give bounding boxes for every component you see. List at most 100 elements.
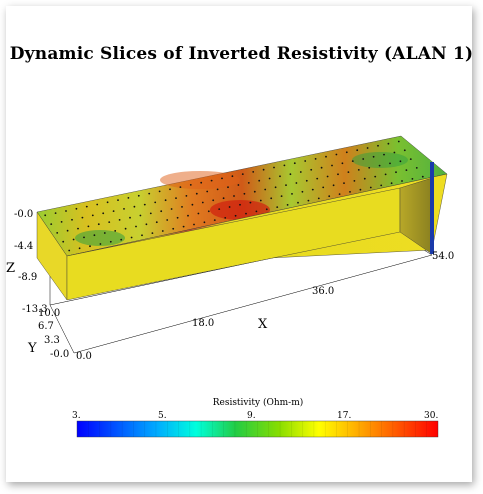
electrode-dot — [356, 149, 359, 152]
electrode-dot — [166, 219, 169, 221]
electrode-dot — [337, 173, 339, 176]
electrode-dot — [233, 195, 235, 197]
electrode-dot — [241, 173, 244, 176]
electrode-dot — [273, 166, 275, 169]
electrode-dot — [328, 195, 331, 198]
electrode-dot — [289, 173, 292, 176]
electrode-dot — [127, 197, 130, 199]
electrode-dot — [179, 186, 182, 189]
electrode-dot — [387, 142, 390, 145]
colorbar-tick: 30. — [424, 411, 438, 421]
electrode-dot — [301, 190, 304, 193]
electrode-dot — [368, 166, 371, 169]
electrode-dot — [200, 181, 203, 184]
electrode-dot — [262, 168, 265, 171]
electrode-dot — [222, 197, 225, 200]
electrode-dot — [239, 203, 241, 206]
electrode-dot — [139, 214, 142, 217]
electrode-dot — [206, 190, 209, 193]
electrode-dot — [307, 199, 310, 202]
electrode-dot — [343, 182, 345, 185]
electrode-dot — [268, 177, 271, 180]
electrode-dot — [187, 214, 189, 217]
electrode-dot — [253, 190, 256, 193]
electrode-dot — [390, 182, 393, 185]
electrode-dot — [72, 238, 75, 241]
electrode-dot — [252, 171, 255, 173]
electrode-dot — [231, 175, 234, 178]
electrode-dot — [377, 144, 379, 147]
electrode-dot — [106, 201, 109, 204]
y-tick: 6.7 — [38, 321, 54, 332]
electrode-dot — [109, 240, 112, 243]
electrode-dot — [366, 147, 369, 149]
electrode-dot — [130, 236, 133, 239]
electrode-dot — [164, 199, 167, 202]
z-tick: -8.9 — [18, 272, 37, 283]
electrode-dot — [369, 186, 372, 189]
electrode-dot — [176, 216, 179, 219]
electrode-dot — [71, 218, 73, 221]
electrode-dot — [117, 199, 119, 202]
electrode-dot — [141, 234, 143, 237]
electrode-dot-grid — [44, 140, 424, 252]
electrode-dot — [133, 205, 136, 208]
electrode-dot — [112, 210, 115, 213]
electrode-dot — [145, 223, 148, 226]
electrode-dot — [89, 245, 91, 248]
electrode-dot — [353, 180, 356, 182]
electrode-dot — [411, 178, 414, 180]
electrode-dot — [103, 232, 106, 234]
electrode-dot — [124, 227, 127, 230]
electrode-dot — [280, 195, 283, 198]
electrode-dot — [207, 210, 210, 213]
electrode-dot — [108, 221, 111, 224]
electrode-dot — [331, 164, 333, 167]
electrode-dot — [169, 188, 171, 191]
top-hotspot-2 — [160, 171, 240, 189]
electrode-dot — [224, 217, 227, 219]
electrode-dot — [160, 210, 163, 213]
electrode-dot — [161, 230, 164, 232]
electrode-dot — [380, 184, 383, 187]
x-tick: 18.0 — [192, 318, 214, 329]
electrode-dot — [44, 214, 47, 217]
chart-title: Dynamic Slices of Inverted Resistivity (… — [9, 44, 474, 64]
electrode-dot — [149, 212, 152, 215]
electrode-dot — [378, 164, 381, 167]
electrode-dot — [285, 184, 287, 187]
electrode-dot — [193, 223, 195, 226]
electrode-dot — [75, 207, 78, 210]
electrode-dot — [213, 219, 216, 222]
x-tick: 54.0 — [432, 251, 454, 262]
electrode-dot — [325, 155, 327, 158]
electrode-dot — [397, 140, 400, 143]
electrode-dot — [372, 155, 375, 158]
electrode-dot — [374, 175, 377, 178]
electrode-dot — [78, 247, 81, 250]
z-tick: -0.0 — [14, 209, 33, 220]
z-tick: -13.3 — [22, 304, 48, 315]
electrode-dot — [68, 249, 71, 252]
electrode-dot — [216, 188, 219, 191]
electrode-dot — [299, 171, 302, 173]
electrode-dot — [50, 223, 53, 226]
top-hotspot-1 — [210, 200, 270, 220]
electrode-dot — [403, 149, 406, 152]
colorbar-cells — [88, 421, 427, 437]
electrode-dot — [182, 225, 185, 228]
electrode-dot — [363, 177, 366, 180]
electrode-dot — [227, 186, 229, 189]
electrode-dot — [120, 238, 123, 241]
electrode-dot — [96, 203, 99, 206]
colorbar-tick: 5. — [158, 411, 167, 421]
electrode-dot — [383, 153, 385, 156]
electrode-dot — [249, 201, 252, 204]
electrode-dot — [243, 192, 246, 195]
electrode-dot — [77, 227, 79, 230]
electrode-dot — [56, 232, 59, 234]
electrode-dot — [143, 203, 146, 206]
colorbar-ticks: 3. 5. 9. 17. 30. — [72, 411, 438, 421]
y-tick: 10.0 — [38, 308, 60, 319]
electrode-dot — [270, 197, 273, 200]
